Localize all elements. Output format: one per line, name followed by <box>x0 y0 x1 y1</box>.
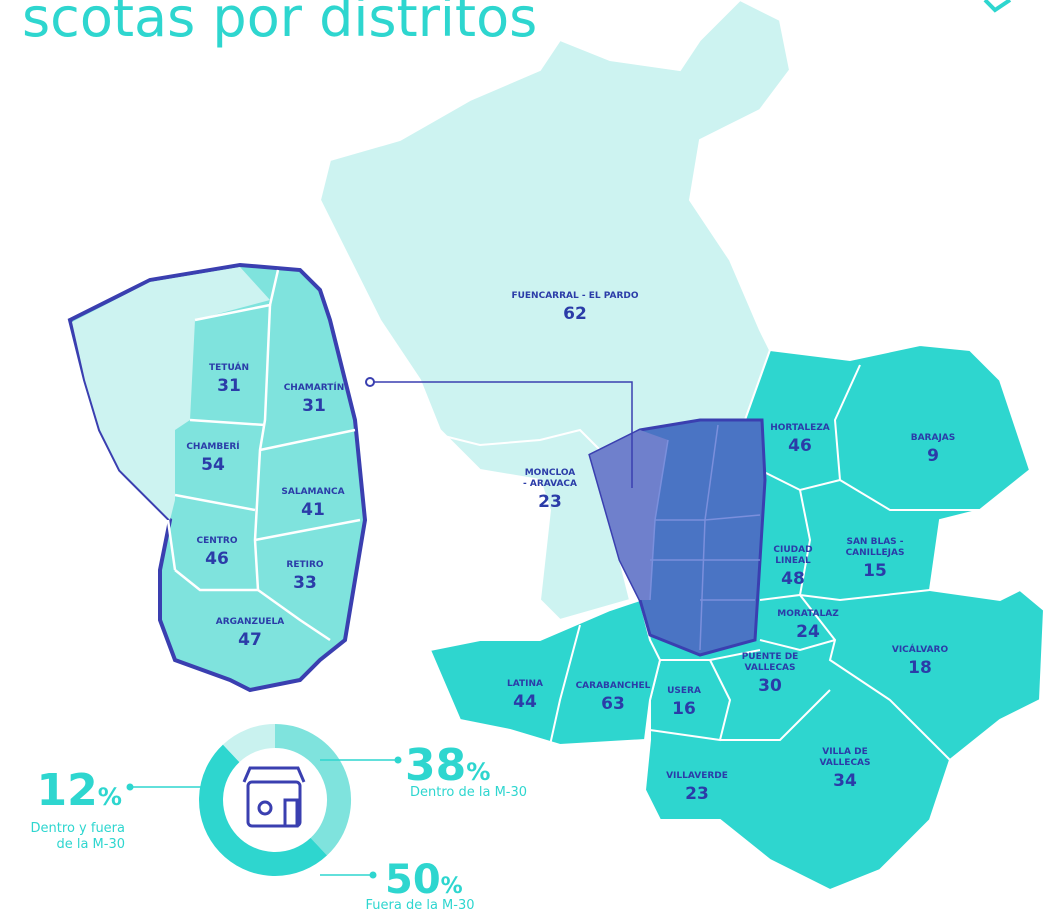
donut-segment <box>222 724 276 763</box>
inset-borders <box>166 269 361 642</box>
center-borders <box>649 424 761 651</box>
district-value: 47 <box>238 630 262 650</box>
district-name: - ARAVACA <box>523 479 577 489</box>
district-value: 33 <box>293 573 317 593</box>
inset-north <box>72 267 270 520</box>
district-name: CENTRO <box>196 536 237 546</box>
district-value: 24 <box>796 622 820 642</box>
percent-value: 12 <box>37 765 98 816</box>
district-name: SAN BLAS - <box>846 537 903 547</box>
district-name: HORTALEZA <box>770 423 830 433</box>
district-name: CHAMBERÍ <box>186 440 240 452</box>
percent-unit: % <box>441 874 463 899</box>
district-name: VILLA DE <box>822 747 868 757</box>
district-value: 41 <box>301 500 325 520</box>
district-name: CHAMARTÍN <box>284 381 345 393</box>
district-name: VICÁLVARO <box>892 643 949 655</box>
district-value: 34 <box>833 771 857 791</box>
district-name: FUENCARRAL - EL PARDO <box>511 291 638 301</box>
district-name: LINEAL <box>775 556 811 566</box>
percent: 50% <box>385 857 463 903</box>
district-value: 23 <box>685 784 709 804</box>
district-name: MORATALAZ <box>777 609 839 619</box>
percent-label: Fuera de la M-30 <box>366 898 475 913</box>
percent-value: 50 <box>385 857 441 903</box>
district-value: 62 <box>563 304 587 324</box>
district-name: USERA <box>667 686 701 696</box>
percent-value: 38 <box>405 740 466 791</box>
district-name: RETIRO <box>286 560 323 570</box>
district-name: VALLECAS <box>745 663 796 673</box>
district-name: CANILLEJAS <box>846 548 905 558</box>
district-value: 46 <box>205 549 229 569</box>
district-value: 9 <box>927 446 939 466</box>
donut-segment <box>199 744 328 876</box>
percent-unit: % <box>466 758 490 786</box>
border <box>419 428 601 451</box>
district-name: CIUDAD <box>773 545 812 555</box>
district-name: MONCLOA <box>525 468 576 478</box>
donut-segment <box>274 724 351 856</box>
district-value: 30 <box>758 676 782 696</box>
district-name: BARAJAS <box>911 433 956 443</box>
percent-label: de la M-30 <box>56 837 125 852</box>
district-name: TETUÁN <box>209 361 249 373</box>
percent-unit: % <box>98 783 122 811</box>
connector <box>374 381 633 488</box>
district-value: 18 <box>908 658 932 678</box>
percent-label: Dentro y fuera <box>31 821 125 836</box>
title: scotas por distritos <box>22 0 537 49</box>
district-borders <box>549 364 980 761</box>
percent: 12% <box>37 765 122 816</box>
district-name: PUENTE DE <box>742 652 799 662</box>
district-value: 16 <box>672 699 696 719</box>
district-name: SALAMANCA <box>281 487 344 497</box>
district-value: 63 <box>601 694 625 714</box>
region-center-west <box>590 430 668 600</box>
district-value: 54 <box>201 455 225 475</box>
district-value: 15 <box>863 561 887 581</box>
district-value: 23 <box>538 492 562 512</box>
district-value: 48 <box>781 569 805 589</box>
donut <box>199 724 351 876</box>
district-value: 46 <box>788 436 812 456</box>
district-value: 44 <box>513 692 537 712</box>
shop-icon <box>242 766 306 828</box>
district-name: LATINA <box>507 679 543 689</box>
percent: 38% <box>405 740 490 791</box>
district-name: VILLAVERDE <box>666 771 728 781</box>
corner-icon <box>983 0 1012 13</box>
district-name: VALLECAS <box>820 758 871 768</box>
district-name: CARABANCHEL <box>576 681 651 691</box>
percent-label: Dentro de la M-30 <box>410 785 527 800</box>
district-name: ARGANZUELA <box>216 617 284 627</box>
district-value: 31 <box>217 376 241 396</box>
region-southwest <box>428 598 662 747</box>
district-value: 31 <box>302 396 326 416</box>
leaders <box>130 759 398 876</box>
connector-dot <box>365 377 375 387</box>
